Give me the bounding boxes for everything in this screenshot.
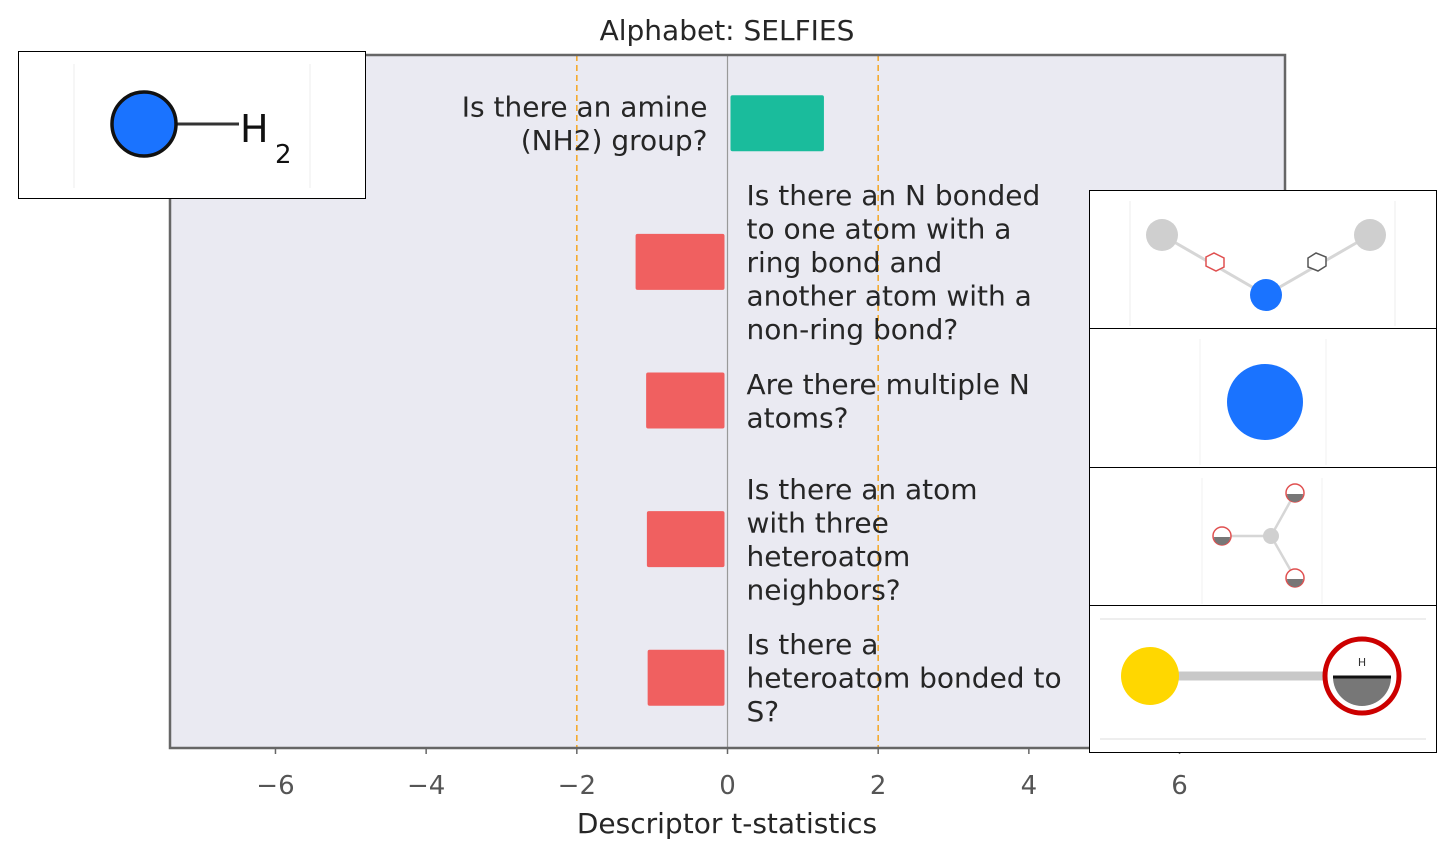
bar-label-4-line-1: Is there an atom [747,473,978,506]
inset-multiple-n [1089,328,1437,468]
bar-1 [731,95,824,151]
inset-nh2-group: H 2 [18,51,366,199]
bar-label-2-line-5: non-ring bond? [747,313,959,346]
x-tick-label-3: −2 [558,771,596,801]
bar-4 [647,511,725,567]
bar-label-2-line-4: another atom with a [747,279,1032,312]
bar-label-1-line-1: Is there an amine [462,91,708,124]
bar-label-4-line-3: heteroatom [747,540,911,573]
nh2-group-icon: H 2 [19,52,365,198]
bar-label-2-line-1: Is there an N bonded [747,179,1041,212]
bar-label-3-line-1: Are there multiple N [747,368,1030,401]
bar-label-1-line-2: (NH2) group? [521,124,708,157]
inset-heteroatom-s: H [1089,605,1437,753]
x-tick-label-2: −4 [407,771,445,801]
bar-label-4-line-4: neighbors? [747,573,901,606]
bar-3 [646,373,724,429]
nh2-h-label: H [240,107,269,151]
hydrogen-label: H [1358,656,1366,669]
bar-label-5-line-1: Is there a [747,628,879,661]
bar-label-2-line-3: ring bond and [747,246,943,279]
bar-label-2-line-2: to one atom with a [747,212,1012,245]
bar-5 [648,650,725,706]
x-tick-label-6: 4 [1021,771,1038,801]
sulfur-heteroatom-bond-icon: H [1090,606,1436,752]
x-axis-label: Descriptor t-statistics [577,807,877,840]
bar-2 [636,234,725,290]
x-tick-label-1: −6 [256,771,294,801]
x-tick-label-5: 2 [870,771,887,801]
nitrogen-atom-icon [1090,329,1436,467]
bar-label-4-line-2: with three [747,506,889,539]
inset-n-ring-bond [1089,190,1437,329]
nh2-subscript-label: 2 [275,140,292,170]
bar-label-5-line-2: heteroatom bonded to [747,662,1062,695]
bar-label-3-line-2: atoms? [747,401,849,434]
n-ring-nonring-bond-icon [1090,191,1436,328]
chart-title: Alphabet: SELFIES [600,14,855,47]
x-tick-label-7: 6 [1171,771,1188,801]
bar-label-5-line-3: S? [747,695,780,728]
three-heteroatom-neighbors-icon [1090,468,1436,606]
inset-three-heteroatoms [1089,467,1437,607]
x-tick-label-4: 0 [719,771,736,801]
